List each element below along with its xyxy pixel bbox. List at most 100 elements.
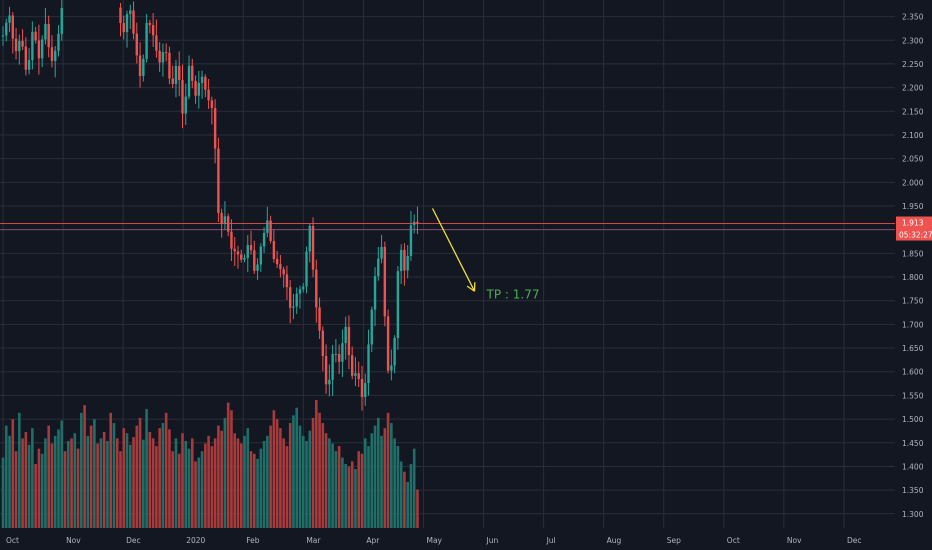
volume-bar [37, 448, 41, 528]
candle-body [233, 248, 236, 252]
volume-bar [102, 432, 106, 528]
x-tick-label: Aug [607, 536, 622, 545]
volume-bar [275, 419, 279, 528]
candle-body [8, 15, 11, 23]
volume-bar [148, 432, 152, 528]
y-tick-label: 1.800 [902, 273, 924, 282]
volume-bar [168, 429, 171, 528]
time-axis[interactable]: Oct Nov Dec 2020 Feb Mar Apr May Jun Jul Aug Sep Oct… [6, 536, 861, 545]
volume-bar [347, 466, 351, 528]
volume-bar [4, 425, 8, 528]
volume-bar [324, 433, 328, 528]
projection-arrow-shaft [431, 208, 476, 292]
candle-body [367, 344, 370, 384]
volume-bar [89, 425, 93, 528]
volume-bar [138, 417, 142, 528]
candle-body [318, 307, 321, 331]
volume-bar [18, 412, 21, 528]
volume-bar [298, 425, 302, 528]
candle-body [370, 309, 373, 345]
volume-bar [269, 425, 272, 528]
candle-body [350, 355, 354, 376]
volume-bar [331, 443, 334, 528]
volume-bar [403, 471, 406, 528]
candle-body [194, 80, 197, 96]
candle-body [200, 76, 204, 83]
candle-body [253, 250, 256, 271]
volume-bar [308, 430, 312, 528]
volume-bar [204, 443, 207, 528]
volume-bar [50, 443, 54, 528]
volume-bar [27, 444, 31, 528]
y-tick-label: 1.400 [902, 462, 924, 471]
candle-body [47, 23, 50, 48]
volume-bar [406, 481, 409, 528]
volume-bar [53, 435, 57, 528]
volume-bar [390, 423, 393, 528]
candle-body [54, 50, 57, 62]
candle-body [354, 373, 357, 376]
candle-body [272, 241, 276, 259]
volume-bar [266, 435, 269, 528]
y-tick-label: 1.650 [902, 344, 924, 353]
y-tick-label: 1.750 [902, 297, 924, 306]
candle-body [155, 35, 158, 51]
candle-body [18, 40, 21, 52]
volume-bar [318, 412, 321, 528]
candle-body [187, 65, 191, 97]
volume-bar [305, 440, 308, 528]
volume-bar [285, 446, 289, 528]
volume-bar [295, 407, 299, 528]
take-profit-annotation: TP : 1.77 [486, 287, 540, 301]
candle-body [246, 245, 249, 258]
candle-body [337, 353, 341, 362]
volume-bar [210, 446, 214, 528]
candle-body [125, 14, 129, 33]
volume-bar [174, 438, 178, 528]
candle-body [373, 276, 377, 310]
overlays: TP : 1.77 [0, 208, 895, 301]
volume-bar [119, 451, 122, 528]
volume-bar [259, 448, 263, 528]
volume-bar [128, 444, 132, 528]
volume-bar [109, 412, 112, 528]
x-tick-label: 2020 [186, 536, 205, 545]
candle-body [24, 46, 28, 70]
candle-body [416, 221, 419, 224]
candle-body [148, 22, 152, 26]
candle-body [31, 31, 34, 61]
volume-bar [367, 446, 370, 528]
candle-body [269, 220, 272, 242]
volume-bar [34, 464, 37, 528]
candle-body [171, 78, 174, 84]
volume-bar [220, 430, 223, 528]
candle-body [259, 246, 263, 265]
current-price-tag: 1.913 05:32:27 [896, 216, 932, 241]
volume-bar [151, 438, 155, 528]
y-tick-label: 2.250 [902, 60, 924, 69]
volume-bar [40, 453, 44, 528]
volume-bar [132, 437, 135, 528]
candle-body [27, 60, 31, 70]
volume-bar [363, 438, 367, 528]
candle-body [197, 82, 201, 96]
candle-body [142, 58, 145, 77]
volume-bar [8, 435, 11, 528]
candle-body [344, 326, 347, 344]
candle-body [223, 216, 227, 224]
x-tick-label: Jul [546, 536, 556, 545]
volume-bar [158, 428, 161, 528]
volume-bar [314, 400, 318, 528]
volume-bar [233, 433, 237, 528]
y-tick-label: 2.000 [902, 178, 924, 187]
candle-body [256, 264, 259, 271]
volume-bar [226, 402, 230, 528]
volume-bar [44, 438, 47, 528]
x-tick-label: Apr [366, 536, 380, 545]
volume-bar [164, 412, 168, 528]
candle-body [396, 271, 400, 339]
candle-body [11, 15, 14, 39]
candle-body [220, 212, 223, 224]
volume-bar [328, 438, 331, 528]
